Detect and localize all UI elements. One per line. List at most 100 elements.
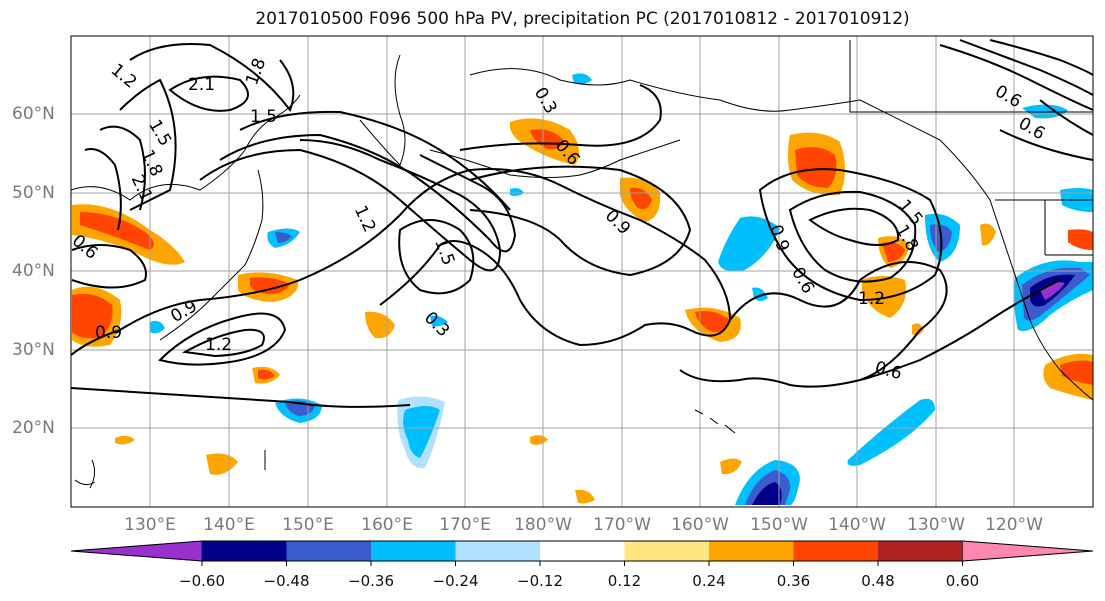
pv-contour: [758, 168, 943, 302]
lon-label: 140°E: [203, 515, 255, 535]
map-graticule: [71, 36, 1093, 507]
contour-label: 2.1: [188, 75, 215, 95]
lon-label: 150°E: [282, 515, 334, 535]
colorbar-tick-label: 0.24: [692, 572, 726, 590]
precip-positive-region: [206, 453, 238, 475]
us-state-border: [1044, 200, 1093, 256]
lon-label: 170°W: [593, 515, 651, 535]
colorbar-tick-label: −0.24: [432, 572, 479, 590]
lon-label: 160°W: [671, 515, 729, 535]
colorbar-tick-label: 0.60: [945, 572, 980, 590]
contour-label: 0.6: [873, 358, 904, 384]
precip-positive-region: [720, 458, 742, 475]
colorbar-tick-label: 0.48: [861, 572, 895, 590]
contour-label: 1.2: [350, 203, 380, 236]
na-west-coastline: [859, 99, 1094, 401]
lon-label: 170°E: [439, 515, 491, 535]
pv-contour: [859, 279, 1061, 381]
precip-shading: [72, 73, 1093, 505]
contour-label: 0.9: [601, 206, 634, 239]
colorbar-segment: [286, 541, 371, 561]
colorbar-segment: [793, 541, 878, 561]
aleutians-coastline: [429, 139, 681, 178]
colorbar-tick-label: −0.48: [263, 572, 310, 590]
lat-label: 60°N: [12, 104, 55, 124]
pv-contour: [158, 312, 287, 366]
contour-label: 1.5: [250, 107, 277, 127]
pv-contour: [71, 244, 147, 289]
precip-positive-core: [795, 146, 837, 188]
pv-contour: [99, 125, 146, 211]
contour-label: 0.9: [95, 323, 122, 343]
lat-label: 20°N: [12, 418, 55, 438]
colorbar-segment: [70, 540, 203, 562]
pv-contour: [1039, 99, 1094, 136]
pv-contour: [219, 133, 517, 253]
precip-positive-region: [575, 489, 595, 504]
colorbar-tick-label: −0.60: [179, 572, 225, 590]
colorbar: [70, 540, 1094, 566]
pv-contour: [989, 39, 1094, 76]
precip-positive-region: [115, 435, 135, 445]
lon-label: 160°E: [361, 515, 413, 535]
precip-positive-core: [695, 311, 730, 333]
colorbar-segment: [202, 541, 287, 561]
pv-contour: [398, 219, 475, 295]
lat-label: 30°N: [12, 340, 55, 360]
map-frame: [70, 35, 1094, 508]
pv-contour: [181, 328, 265, 358]
precip-positive-region: [1068, 229, 1093, 250]
pv-contour: [199, 139, 502, 272]
lat-label: 40°N: [12, 261, 55, 281]
pv-contour: [84, 148, 122, 231]
precip-positive-region: [530, 435, 548, 445]
lon-label: 130°W: [907, 515, 965, 535]
pv-contours: [70, 39, 1094, 408]
precip-positive-core: [1060, 360, 1093, 385]
colorbar-tick-label: 0.36: [776, 572, 811, 590]
contour-label: 1.2: [858, 289, 885, 309]
kamchatka-coastline: [359, 54, 406, 166]
colorbar-tick-label: 0.12: [607, 572, 642, 590]
pv-contour: [469, 165, 692, 277]
precip-negative-region: [1022, 104, 1068, 119]
precip-positive-core: [72, 293, 113, 339]
contour-label: 1.5: [144, 116, 175, 149]
contour-label: 0.6: [787, 264, 818, 297]
colorbar-segment: [962, 540, 1094, 562]
lon-label: 150°W: [750, 515, 808, 535]
colorbar-segment: [878, 541, 963, 561]
colorbar-tick-label: −0.12: [517, 572, 563, 590]
precip-positive-core: [258, 369, 275, 380]
pv-contour: [808, 207, 900, 246]
colorbar-segment: [455, 541, 540, 561]
precip-positive-region: [365, 311, 395, 339]
colorbar-segment: [540, 541, 625, 561]
contour-label: 1.2: [107, 60, 141, 93]
japan-coastline: [159, 169, 264, 341]
contour-label: 0.6: [991, 81, 1024, 112]
pv-contour: [788, 190, 917, 283]
precip-negative-region: [430, 315, 448, 327]
pv-contour: [459, 84, 662, 151]
western-pacific-islands: [74, 450, 266, 489]
pv-contour: [119, 78, 177, 211]
precip-negative-region: [275, 232, 292, 243]
colorbar-segment: [709, 541, 794, 561]
precip-positive-core: [80, 212, 154, 250]
lat-label: 50°N: [12, 183, 55, 203]
lon-label: 180°W: [514, 515, 572, 535]
pv-contour: [959, 39, 1094, 96]
pv-contour: [70, 387, 411, 408]
precip-negative-region: [752, 482, 782, 505]
precip-positive-core: [250, 277, 290, 294]
contour-label: 0.9: [765, 222, 793, 254]
pv-contour: [129, 43, 295, 113]
precip-negative-region: [403, 406, 440, 458]
lon-label: 140°W: [828, 515, 886, 535]
map-title: 2017010500 F096 500 hPa PV, precipitatio…: [255, 9, 910, 29]
colorbar-segment: [624, 541, 709, 561]
colorbar-tick-label: −0.36: [348, 572, 394, 590]
contour-label: 0.3: [530, 84, 561, 117]
